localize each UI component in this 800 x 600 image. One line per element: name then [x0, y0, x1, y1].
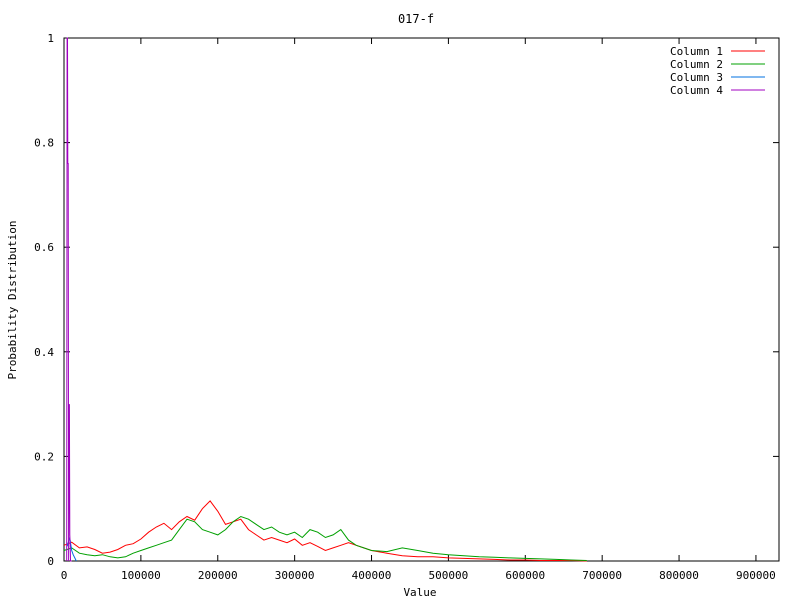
x-tick-label: 500000: [429, 569, 469, 582]
x-tick-label: 900000: [736, 569, 776, 582]
y-tick-label: 0: [47, 555, 54, 568]
x-tick-label: 0: [61, 569, 68, 582]
y-axis-label: Probability Distribution: [6, 221, 19, 380]
x-tick-label: 100000: [121, 569, 161, 582]
x-tick-label: 300000: [275, 569, 315, 582]
y-tick-label: 0.2: [34, 450, 54, 463]
chart-title: 017-f: [398, 12, 434, 26]
x-axis: 0 100000 200000 300000 400000 500000 600000 700…: [61, 38, 776, 582]
y-tick-label: 1: [47, 32, 54, 45]
x-axis-label: Value: [403, 586, 436, 599]
y-axis: 0 0.2 0.4 0.6 0.8 1: [34, 32, 779, 568]
x-tick-label: 600000: [505, 569, 545, 582]
y-tick-label: 0.6: [34, 241, 54, 254]
legend-label: Column 3: [670, 71, 723, 84]
legend-label: Column 2: [670, 58, 723, 71]
x-tick-label: 200000: [198, 569, 238, 582]
series-line-column-4: [66, 37, 72, 562]
y-tick-label: 0.4: [34, 346, 54, 359]
plot-border: [63, 37, 780, 562]
x-tick-label: 800000: [659, 569, 699, 582]
legend-label: Column 1: [670, 45, 723, 58]
x-tick-label: 700000: [582, 569, 622, 582]
series-line-column-1: [63, 500, 587, 562]
x-tick-label: 400000: [352, 569, 392, 582]
plot-area: [63, 37, 587, 562]
series-line-column-2: [63, 515, 587, 561]
y-tick-label: 0.8: [34, 137, 54, 150]
legend-label: Column 4: [670, 84, 723, 97]
